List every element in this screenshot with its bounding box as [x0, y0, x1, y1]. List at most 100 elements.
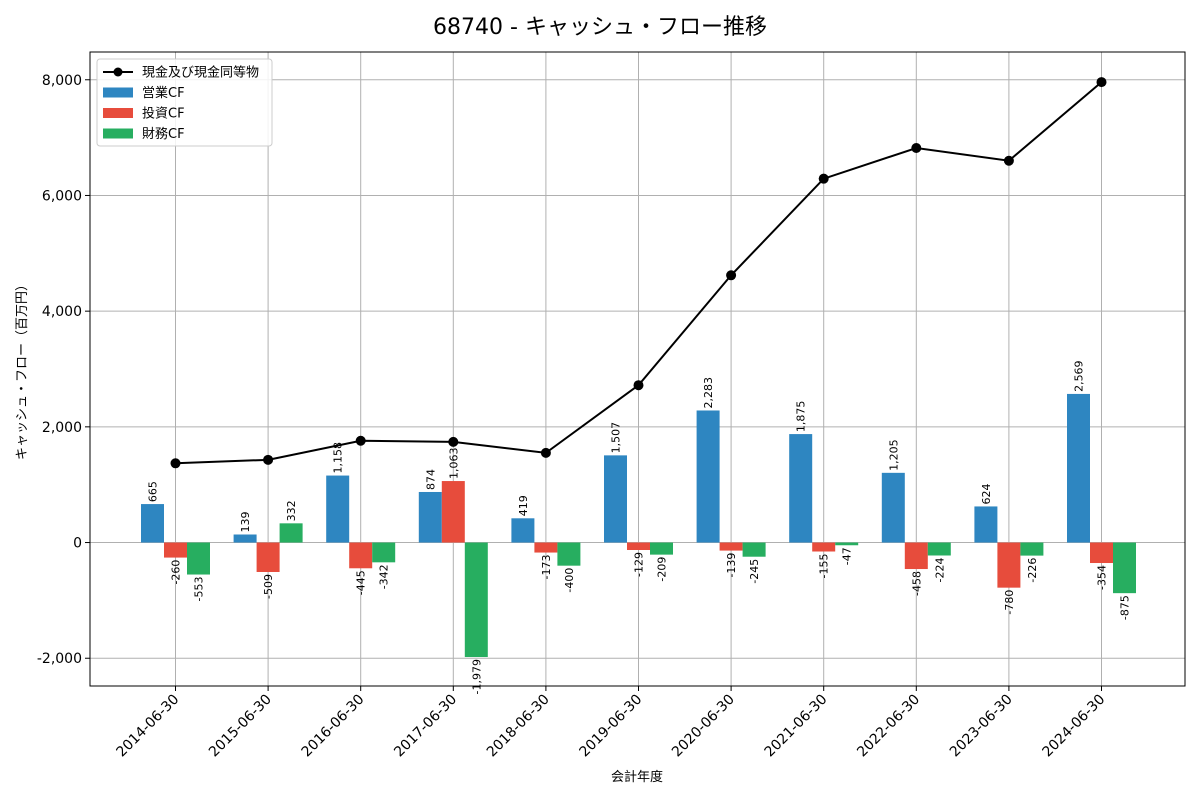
cash-point	[726, 270, 737, 281]
bar	[1113, 542, 1136, 594]
bar-value-label: 665	[147, 481, 160, 502]
bar	[904, 542, 928, 570]
bar	[742, 542, 766, 557]
plot-area-frame	[89, 51, 1186, 687]
cash-point	[540, 447, 551, 458]
bar	[326, 475, 350, 543]
x-tick-label: 2015-06-30	[206, 692, 275, 761]
cash-point	[911, 143, 922, 154]
bar-value-label: 874	[424, 469, 437, 490]
bar-value-label: 2,569	[1073, 360, 1086, 392]
legend-bar-swatch	[103, 87, 133, 98]
bar-value-label: -139	[725, 553, 738, 578]
bar-value-label: 1,063	[447, 448, 460, 480]
grid-lines	[90, 52, 1185, 686]
bar	[650, 542, 673, 555]
x-tick-label: 2016-06-30	[299, 692, 368, 761]
chart-title: 68740 - キャッシュ・フロー推移	[433, 15, 767, 40]
bar	[511, 518, 535, 543]
x-tick-label: 2018-06-30	[484, 692, 553, 761]
y-tick-label: 0	[73, 536, 82, 552]
bar-value-labels: 665 139 1,158 874 419 1,507 2,283 1,875 1,205 624…	[147, 360, 1132, 694]
bar	[164, 542, 187, 558]
bar-value-label: 139	[239, 511, 252, 532]
bar-value-label: 419	[517, 495, 530, 516]
legend-bar-swatch	[103, 128, 133, 139]
bar-value-label: -155	[818, 554, 831, 579]
y-tick-label: -2,000	[37, 651, 82, 667]
x-axis-ticks: 2014-06-30 2015-06-30 2016-06-30 2017-06-30…	[113, 686, 1108, 760]
bar-value-label: -226	[1026, 558, 1039, 583]
bar	[627, 542, 650, 551]
bar-value-label: -354	[1096, 565, 1109, 590]
legend-marker-swatch	[113, 67, 123, 77]
bar-value-label: 1,205	[887, 439, 900, 471]
cash-line	[170, 77, 1107, 469]
bar-value-label: -458	[910, 571, 923, 596]
bar	[997, 542, 1021, 588]
bar	[441, 481, 465, 543]
cash-point	[633, 380, 644, 391]
bar	[1090, 542, 1113, 564]
x-axis-label: 会計年度	[611, 769, 663, 785]
bar	[696, 410, 720, 543]
bar	[534, 542, 558, 553]
legend-entry-label: 営業CF	[142, 85, 185, 101]
bar-value-label: -245	[748, 559, 761, 584]
bar	[418, 491, 442, 543]
cash-point	[818, 173, 829, 184]
x-tick-label: 2023-06-30	[947, 692, 1016, 761]
bar	[233, 534, 257, 543]
bar-value-label: -129	[633, 552, 646, 577]
y-axis-ticks: -2,000 0 2,000 4,000 6,000 8,000	[37, 73, 90, 667]
bar-value-label: -224	[933, 557, 946, 582]
y-tick-label: 2,000	[42, 420, 82, 436]
bar	[927, 542, 951, 556]
bar-value-label: -445	[355, 570, 368, 595]
bar	[812, 542, 836, 552]
bar	[557, 542, 581, 566]
bar-value-label: 332	[285, 500, 298, 521]
x-tick-label: 2014-06-30	[113, 692, 182, 761]
bar	[464, 542, 488, 658]
y-tick-label: 4,000	[42, 304, 82, 320]
bar-value-label: -1,979	[470, 659, 483, 694]
x-tick-label: 2019-06-30	[576, 692, 645, 761]
cash-point	[1096, 77, 1107, 88]
bar	[974, 506, 998, 543]
bar	[349, 542, 373, 569]
bar-value-label: -260	[170, 560, 183, 585]
bar-value-label: -780	[1003, 590, 1016, 615]
bar	[256, 542, 280, 572]
legend-entry-label: 現金及び現金同等物	[142, 65, 259, 81]
bar-value-label: -342	[378, 564, 391, 589]
bar-value-label: -400	[563, 568, 576, 593]
x-tick-label: 2020-06-30	[669, 692, 738, 761]
bar	[1067, 393, 1090, 543]
bar	[279, 523, 303, 543]
x-tick-label: 2021-06-30	[762, 692, 831, 761]
bar-value-label: -875	[1119, 595, 1132, 620]
legend-entry-label: 財務CF	[142, 127, 185, 142]
bar-value-label: 1,875	[795, 401, 808, 433]
bar-value-label: -509	[262, 574, 275, 599]
bar-value-label: -47	[841, 547, 854, 565]
bar-value-label: 1,158	[332, 442, 345, 474]
legend-box	[96, 58, 273, 147]
bar	[1020, 542, 1044, 556]
bar	[141, 504, 164, 543]
bar-value-label: 2,283	[702, 377, 715, 409]
cash-point	[170, 458, 181, 469]
bar	[372, 542, 396, 563]
legend-bar-swatch	[103, 108, 133, 118]
cash-point	[1003, 155, 1014, 166]
cash-point	[355, 435, 366, 446]
bar-value-label: -209	[656, 557, 669, 582]
y-axis-label: キャッシュ・フロー（百万円）	[15, 278, 30, 460]
legend-entry-label: 投資CF	[142, 106, 185, 122]
bar-value-label: 1,507	[610, 422, 623, 454]
x-tick-label: 2022-06-30	[854, 692, 923, 761]
cash-point	[263, 454, 274, 465]
